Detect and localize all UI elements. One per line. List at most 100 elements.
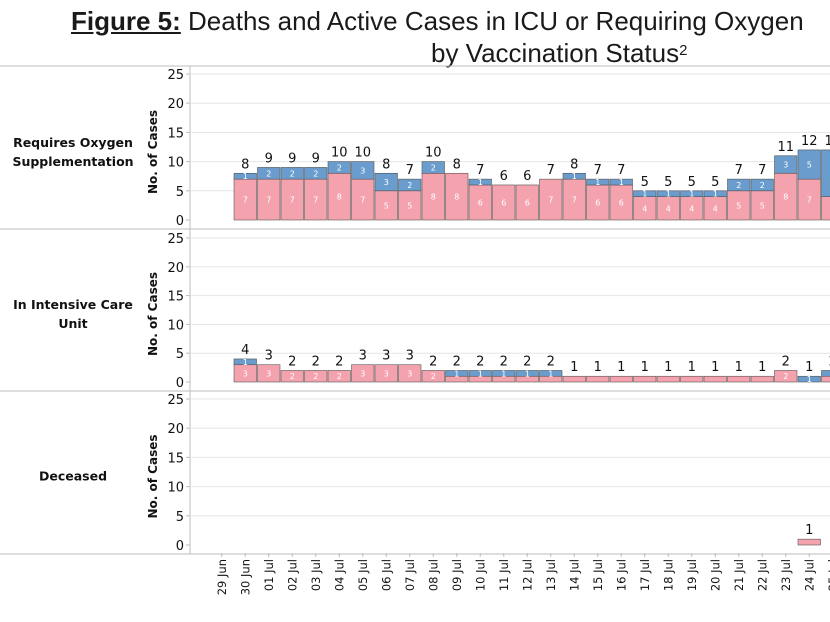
bar-total-label: 2 [500, 354, 508, 369]
title-subtext: by Vaccination Status [431, 38, 680, 68]
bar-total-label: 5 [664, 175, 672, 190]
bar-segment-label: 7 [360, 196, 365, 205]
y-tick-label: 15 [167, 126, 184, 141]
bar-total-label: 1 [805, 523, 813, 538]
bar-total-label: 1 [641, 360, 649, 375]
bar-segment-label: 1 [454, 369, 459, 378]
y-tick-label: 20 [167, 261, 184, 276]
y-tick-label: 20 [167, 97, 184, 112]
bar-total-label: 7 [617, 163, 625, 178]
bar-segment-label: 2 [783, 372, 788, 381]
bar-segment-label: 6 [595, 198, 600, 207]
bar-vaccinated [468, 178, 492, 186]
bar-total-label: 6 [523, 169, 531, 184]
x-tick-label: 30 Jun [238, 559, 252, 595]
x-tick-label: 01 Jul [262, 559, 276, 591]
bar-segment-label: 8 [783, 193, 788, 202]
bar-total-label: 6 [500, 169, 508, 184]
bar-segment-label: 2 [313, 169, 318, 178]
bar-total-label: 2 [476, 354, 484, 369]
x-tick-label: 14 Jul [567, 559, 581, 591]
bar-segment-label: 4 [713, 204, 718, 213]
bar-unvaccinated [797, 538, 821, 546]
x-tick-label: 17 Jul [638, 559, 652, 591]
title-line1: Figure 5: Deaths and Active Cases in ICU… [71, 6, 804, 36]
bar-unvaccinated [562, 375, 586, 383]
bar-total-label: 12 [801, 134, 818, 149]
bar-segment-label: 2 [290, 372, 295, 381]
bar-vaccinated [774, 155, 798, 174]
x-tick-label: 03 Jul [309, 559, 323, 591]
panel-2: 0 5 10 15 20 25 No. of Cases In Intensive Care U… [13, 232, 830, 391]
bar-total-label: 2 [829, 354, 830, 369]
bar-segment-label: 8 [431, 193, 436, 202]
bar-segment-label: 1 [595, 178, 600, 187]
bar-segment-label: 5 [760, 201, 765, 210]
bar-vaccinated [445, 370, 469, 377]
bar-segment-label: 2 [736, 181, 741, 190]
title-text: Deaths and Active Cases in ICU or Requir… [188, 6, 804, 36]
bar-segment-label: 1 [478, 178, 483, 187]
bar-segment-label: 1 [619, 178, 624, 187]
y-axis-label: No. of Cases [146, 435, 160, 519]
bar-unvaccinated [445, 172, 469, 221]
bar-unvaccinated [421, 370, 445, 383]
bar-segment-label: 1 [572, 172, 577, 181]
y-tick-label: 15 [167, 451, 184, 466]
bar-vaccinated [821, 370, 830, 377]
bar-segment-label: 2 [407, 181, 412, 190]
x-tick-label: 10 Jul [473, 559, 487, 591]
bar-total-label: 7 [406, 163, 414, 178]
x-tick-label: 12 Jul [520, 559, 534, 591]
bar-unvaccinated [539, 178, 563, 221]
bar-total-label: 1 [711, 360, 719, 375]
bar-total-label: 10 [331, 146, 348, 161]
x-tick-label: 29 Jun [215, 559, 229, 595]
y-tick-label: 5 [176, 185, 184, 200]
bar-total-label: 7 [476, 163, 484, 178]
bar-total-label: 8 [382, 157, 390, 172]
bar-unvaccinated [774, 370, 798, 383]
bar-unvaccinated [656, 375, 680, 383]
bar-segment-label: 6 [525, 198, 530, 207]
bar-total-label: 2 [335, 354, 343, 369]
title-footnote-marker: 2 [679, 42, 688, 59]
bar-segment-label: 1 [713, 190, 718, 199]
bar-unvaccinated [515, 184, 539, 221]
bar-total-label: 12 [824, 134, 830, 149]
bar-segment-label: 1 [501, 369, 506, 378]
bar-vaccinated [633, 190, 657, 197]
bar-vaccinated [515, 370, 539, 377]
bar-segment-label: 1 [642, 190, 647, 199]
bar-segment-label: 3 [407, 369, 412, 378]
bar-total-label: 10 [425, 146, 442, 161]
bar-total-label: 5 [641, 175, 649, 190]
bar-segment-label: 6 [501, 198, 506, 207]
bar-segment-label: 5 [807, 161, 812, 170]
bar-total-label: 2 [312, 354, 320, 369]
bar-total-label: 3 [406, 349, 414, 364]
bar-segment-label: 6 [619, 198, 624, 207]
x-tick-label: 02 Jul [285, 559, 299, 591]
y-tick-label: 20 [167, 422, 184, 437]
bar-vaccinated [586, 178, 610, 186]
bar-total-label: 2 [547, 354, 555, 369]
bar-segment-label: 3 [384, 178, 389, 187]
bar-unvaccinated [327, 370, 351, 383]
bar-segment-label: 1 [548, 369, 553, 378]
bar-segment-label: 2 [760, 181, 765, 190]
bar-segment-label: 2 [313, 372, 318, 381]
x-tick-label: 23 Jul [779, 559, 793, 591]
figure-number: Figure 5: [71, 6, 181, 36]
bar-segment-label: 3 [360, 369, 365, 378]
bar-segment-label: 1 [243, 172, 248, 181]
bar-segment-label: 7 [266, 196, 271, 205]
bar-total-label: 5 [711, 175, 719, 190]
bar-segment-label: 1 [666, 190, 671, 199]
bar-vaccinated [797, 149, 821, 180]
bar-total-label: 1 [758, 360, 766, 375]
bar-unvaccinated [703, 375, 727, 383]
bar-total-label: 7 [547, 163, 555, 178]
bar-vaccinated [233, 358, 257, 366]
row-label: Unit [58, 316, 87, 331]
